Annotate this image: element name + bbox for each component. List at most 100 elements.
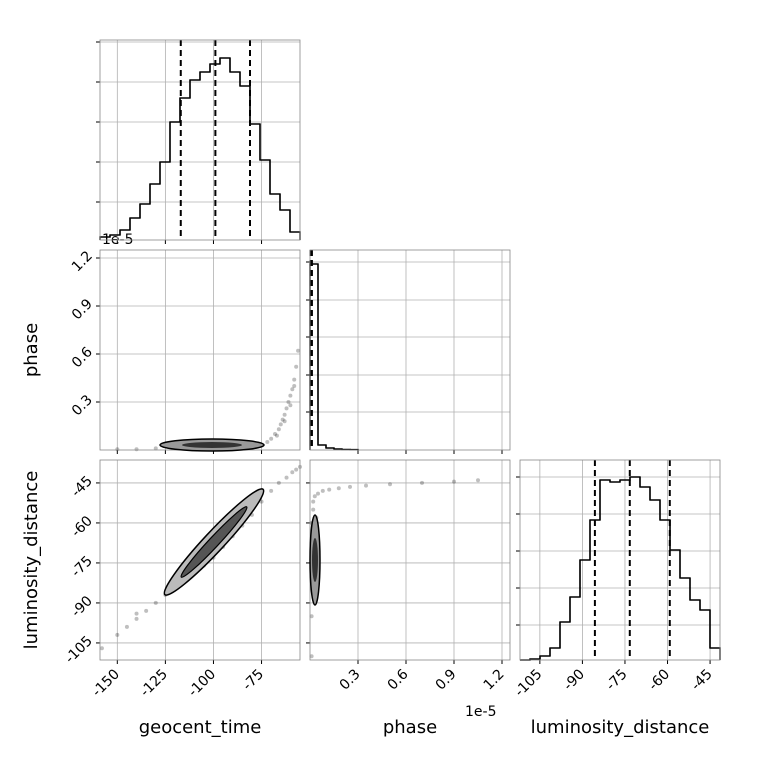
- histogram-bar: [679, 550, 691, 600]
- x-axis-label: luminosity_distance: [531, 717, 710, 738]
- histogram-bar: [341, 448, 351, 451]
- scatter-point: [286, 400, 291, 404]
- offset-label: 1e-5: [465, 704, 496, 720]
- scatter-point: [294, 467, 299, 472]
- contour: [182, 442, 242, 448]
- panel-frame: [99, 39, 301, 241]
- scatter-point: [99, 646, 104, 651]
- x-tick-label: 1.2: [481, 666, 508, 693]
- scatter-point: [124, 624, 129, 629]
- y-tick-label: 0.6: [69, 344, 96, 371]
- y-tick-label: 0.3: [69, 392, 96, 419]
- histogram-bar: [609, 480, 621, 483]
- scatter-point: [309, 614, 314, 619]
- y-tick-label: -105: [62, 633, 96, 667]
- x-tick-label: -100: [185, 666, 219, 700]
- scatter-point: [320, 488, 325, 493]
- scatter-point: [364, 483, 368, 488]
- scatter-point: [348, 484, 352, 489]
- x-axis-label: phase: [383, 717, 437, 738]
- y-tick-label: 0.9: [69, 296, 96, 323]
- histogram-bar: [317, 264, 327, 448]
- scatter-point: [388, 482, 392, 487]
- histogram-bar: [659, 500, 671, 550]
- histogram-bar: [139, 184, 151, 218]
- histogram-bar: [289, 210, 301, 240]
- scatter-point: [309, 654, 314, 659]
- histogram-bar: [325, 445, 335, 449]
- histogram-bar: [189, 72, 201, 98]
- scatter-point: [278, 422, 283, 427]
- x-tick-label: -75: [240, 666, 267, 693]
- panel-frame: [309, 249, 511, 451]
- scatter-point: [288, 403, 293, 408]
- y-axis-label: luminosity_distance: [21, 471, 42, 650]
- scatter-point: [290, 470, 295, 475]
- panel-frame: [519, 459, 721, 661]
- scatter-point: [452, 479, 456, 484]
- scatter-point: [134, 616, 139, 621]
- scatter-point: [327, 487, 332, 492]
- panel-frame: [99, 459, 301, 661]
- scatter-point: [269, 488, 274, 493]
- histogram-bar: [129, 204, 141, 230]
- x-tick-label: -75: [603, 666, 630, 693]
- x-tick-label: 0.6: [385, 666, 412, 693]
- histogram-bar: [669, 520, 681, 578]
- y-tick-label: -60: [68, 513, 95, 540]
- x-tick-label: -45: [688, 666, 715, 693]
- scatter-point: [296, 348, 301, 353]
- scatter-point: [476, 478, 480, 483]
- scatter-point: [284, 475, 289, 480]
- y-tick-label: -75: [68, 553, 95, 580]
- y-axis-label: phase: [21, 323, 42, 377]
- scatter-point: [420, 480, 424, 485]
- scatter-point: [153, 446, 158, 451]
- scatter-point: [276, 480, 281, 485]
- histogram-bar: [249, 86, 261, 160]
- x-tick-label: -105: [512, 666, 546, 700]
- histogram-bar: [639, 477, 651, 500]
- histogram-bar: [549, 622, 561, 656]
- x-tick-label: -150: [89, 666, 123, 700]
- histogram-bar: [269, 160, 281, 210]
- x-axis-label: geocent_time: [139, 717, 262, 738]
- x-tick-label: -90: [561, 666, 588, 693]
- histogram-bar: [199, 64, 211, 80]
- scatter-point: [336, 486, 341, 491]
- histogram-bar: [333, 448, 343, 450]
- x-tick-label: 0.9: [433, 666, 460, 693]
- histogram-bar: [539, 648, 551, 659]
- histogram-bar: [569, 560, 581, 622]
- histogram-bar: [709, 610, 721, 660]
- scatter-point: [292, 377, 297, 382]
- scatter-point: [276, 427, 281, 432]
- y-tick-label: -45: [68, 473, 95, 500]
- scatter-point: [311, 499, 316, 504]
- x-tick-label: 0.3: [337, 666, 364, 693]
- histogram-bar: [689, 578, 701, 610]
- scatter-point: [153, 600, 158, 605]
- histogram-bar: [279, 194, 291, 232]
- scatter-point: [282, 412, 287, 417]
- x-tick-label: -60: [646, 666, 673, 693]
- histogram-bar: [169, 98, 181, 162]
- scatter-point: [273, 432, 277, 436]
- contour: [312, 538, 318, 582]
- histogram-bar: [529, 656, 541, 660]
- scatter-point: [280, 417, 285, 422]
- histogram-bar: [239, 72, 251, 124]
- histogram-bar: [149, 162, 161, 204]
- scatter-point: [144, 608, 149, 613]
- scatter-point: [115, 447, 120, 452]
- panel-frame: [99, 249, 301, 451]
- x-tick-label: -125: [137, 666, 171, 700]
- scatter-point: [311, 507, 316, 512]
- y-tick-label: -90: [68, 593, 95, 620]
- scatter-point: [294, 364, 299, 369]
- scatter-point: [292, 384, 297, 388]
- scatter-point: [134, 447, 139, 452]
- scatter-point: [269, 436, 274, 441]
- panel-frame: [309, 459, 511, 661]
